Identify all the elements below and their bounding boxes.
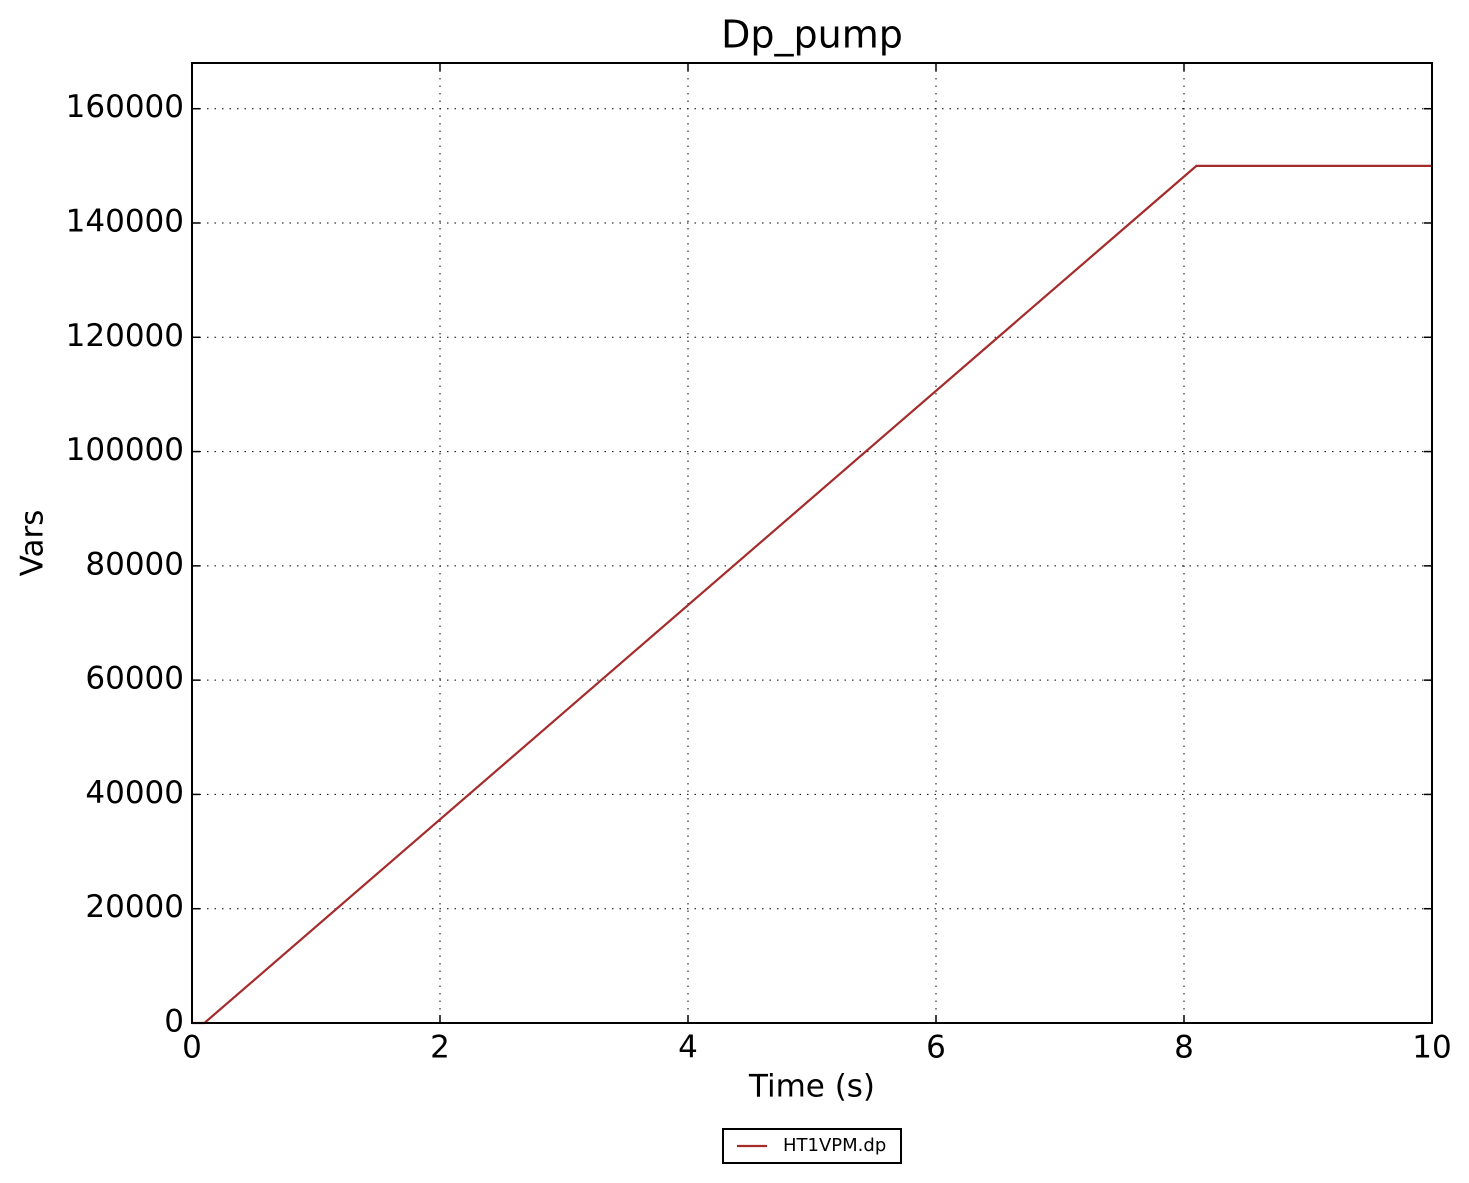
legend-label: HT1VPM.dp — [783, 1135, 886, 1156]
y-tick-label: 60000 — [85, 661, 184, 697]
chart-title: Dp_pump — [721, 13, 903, 57]
y-tick-label: 100000 — [66, 432, 184, 468]
x-tick-label: 8 — [1174, 1030, 1194, 1066]
y-tick-label: 160000 — [66, 89, 184, 125]
y-tick-label: 120000 — [66, 318, 184, 354]
x-axis-label: Time (s) — [748, 1069, 875, 1105]
y-axis-label: Vars — [15, 510, 51, 577]
y-tick-label: 40000 — [85, 775, 184, 811]
x-tick-label: 2 — [430, 1030, 450, 1066]
x-tick-label: 0 — [182, 1030, 202, 1066]
y-tick-label: 20000 — [85, 889, 184, 925]
x-tick-label: 6 — [926, 1030, 946, 1066]
y-tick-label: 140000 — [66, 204, 184, 240]
x-tick-label: 4 — [678, 1030, 698, 1066]
y-tick-label: 80000 — [85, 546, 184, 582]
plot-frame — [191, 62, 1433, 1024]
y-tick-label: 0 — [164, 1004, 184, 1040]
x-tick-label: 10 — [1412, 1030, 1451, 1066]
